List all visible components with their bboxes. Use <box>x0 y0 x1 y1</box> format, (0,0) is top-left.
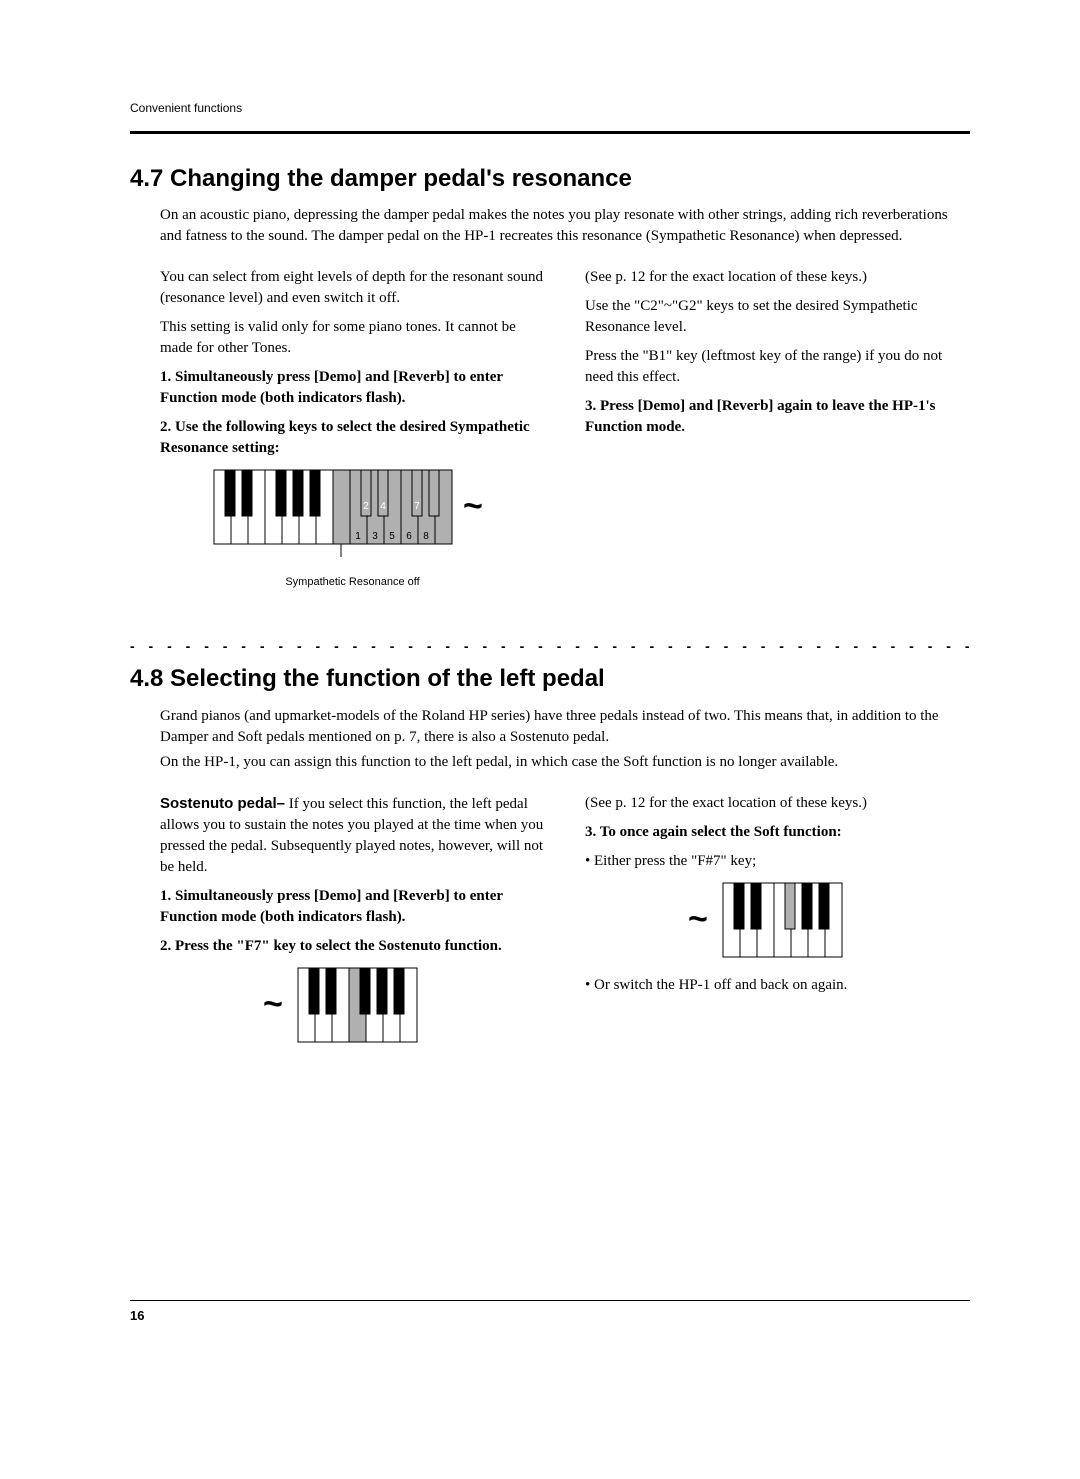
sostenuto-desc: Sostenuto pedal– If you select this func… <box>160 793 545 878</box>
step-1: 1. Simultaneously press [Demo] and [Reve… <box>160 367 545 409</box>
p: (See p. 12 for the exact location of the… <box>585 267 970 288</box>
bullet: Or switch the HP-1 off and back on again… <box>585 975 970 996</box>
p: This setting is valid only for some pian… <box>160 317 545 359</box>
key-label: 7 <box>414 501 420 512</box>
p: On the HP-1, you can assign this functio… <box>160 752 970 773</box>
p: (See p. 12 for the exact location of the… <box>585 793 970 814</box>
columns-4-8: Sostenuto pedal– If you select this func… <box>160 793 970 1060</box>
columns-4-7: You can select from eight levels of dept… <box>160 267 970 596</box>
col-right-4-7: (See p. 12 for the exact location of the… <box>585 267 970 596</box>
step-1: 1. Simultaneously press [Demo] and [Reve… <box>160 886 545 928</box>
key-label: 4 <box>380 501 386 512</box>
p: Grand pianos (and upmarket-models of the… <box>160 706 970 748</box>
intro-4-7: On an acoustic piano, depressing the dam… <box>160 205 970 247</box>
key-label: 2 <box>363 501 369 512</box>
dotted-separator: - - - - - - - - - - - - - - - - - - - - … <box>130 637 970 657</box>
keyboard-svg-3: ~ <box>678 882 878 962</box>
keyboard-figure-1: 1 2 3 4 5 6 7 8 ~ Sympathetic Resonance … <box>160 469 545 590</box>
section-header: Convenient functions <box>130 100 970 117</box>
tilde-icon: ~ <box>463 487 483 525</box>
sostenuto-label: Sostenuto pedal– <box>160 795 285 812</box>
col-left-4-8: Sostenuto pedal– If you select this func… <box>160 793 545 1060</box>
step-3: 3. To once again select the Soft functio… <box>585 822 970 843</box>
intro-4-8: Grand pianos (and upmarket-models of the… <box>160 706 970 773</box>
p: Use the "C2"~"G2" keys to set the desire… <box>585 296 970 338</box>
keyboard-figure-3: ~ <box>585 882 970 969</box>
p: Press the "B1" key (leftmost key of the … <box>585 346 970 388</box>
col-left-4-7: You can select from eight levels of dept… <box>160 267 545 596</box>
key-label: 1 <box>355 531 361 542</box>
key-label: 8 <box>423 531 429 542</box>
heading-4-7: 4.7 Changing the damper pedal's resonanc… <box>130 162 970 196</box>
keyboard-svg-2: ~ <box>253 967 453 1047</box>
step-2: 2. Press the "F7" key to select the Sost… <box>160 936 545 957</box>
step-3: 3. Press [Demo] and [Reverb] again to le… <box>585 396 970 438</box>
intro-text: On an acoustic piano, depressing the dam… <box>160 205 970 247</box>
key-label: 3 <box>372 531 378 542</box>
keyboard-svg-1: 1 2 3 4 5 6 7 8 ~ <box>213 469 493 564</box>
step-2: 2. Use the following keys to select the … <box>160 417 545 459</box>
key-label: 6 <box>406 531 412 542</box>
key-label: 5 <box>389 531 395 542</box>
tilde-icon: ~ <box>263 985 283 1023</box>
p: You can select from eight levels of dept… <box>160 267 545 309</box>
bullet: Either press the "F#7" key; <box>585 851 970 872</box>
header-rule <box>130 131 970 134</box>
tilde-icon: ~ <box>688 900 708 938</box>
col-right-4-8: (See p. 12 for the exact location of the… <box>585 793 970 1060</box>
heading-4-8: 4.8 Selecting the function of the left p… <box>130 662 970 696</box>
figure-caption: Sympathetic Resonance off <box>160 575 545 590</box>
keyboard-figure-2: ~ <box>160 967 545 1054</box>
page-number: 16 <box>130 1300 970 1325</box>
